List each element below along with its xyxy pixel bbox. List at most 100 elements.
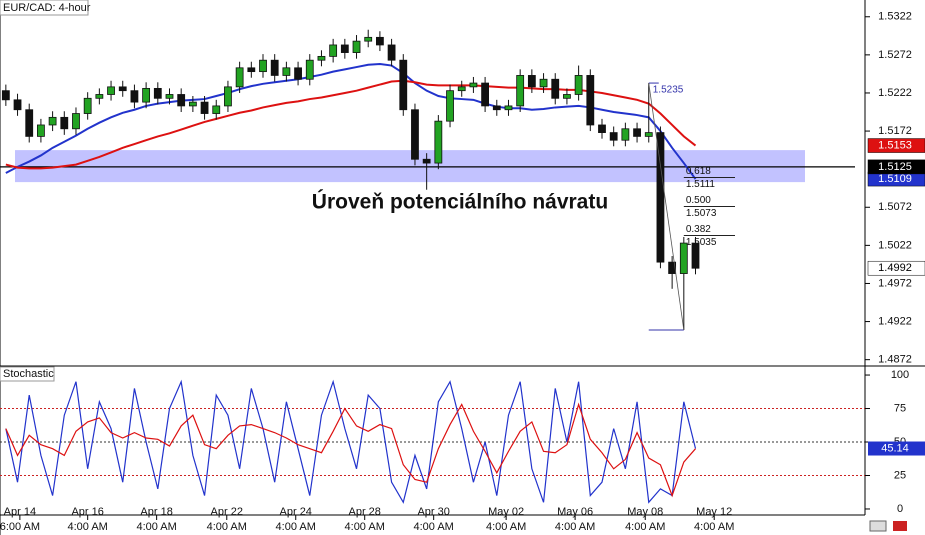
candle-body	[72, 113, 80, 130]
candle-body	[130, 90, 139, 103]
title-box	[0, 0, 89, 16]
x-tick-label: Apr 24	[280, 506, 312, 518]
y-tick-label: 1.5072	[878, 201, 912, 213]
y-tick-label: 0	[897, 503, 903, 515]
stochastic-line	[5, 402, 696, 498]
y-tick-label: 1.5022	[878, 239, 912, 251]
candle-body	[516, 75, 525, 107]
candle-body	[399, 59, 408, 111]
y-tick-label: 1.4922	[878, 315, 912, 327]
y-tick-label: 1.5172	[878, 125, 912, 137]
candle-body	[13, 99, 22, 111]
candle-body	[481, 82, 490, 107]
x-tick-time: 4:00 AM	[345, 521, 385, 533]
candle-body	[153, 87, 162, 99]
x-tick-label: May 06	[557, 506, 593, 518]
chart-title: EUR/CAD: 4-hour	[3, 2, 91, 14]
candle-body	[644, 132, 653, 137]
x-tick-label: Apr 22	[211, 506, 243, 518]
scroll-icon[interactable]	[869, 520, 887, 532]
candle-body	[609, 132, 618, 141]
candle-body	[422, 158, 431, 164]
x-tick-time: 4:00 AM	[625, 521, 665, 533]
ma-price-label: 1.5153	[878, 139, 912, 151]
ma-price-label-box	[867, 138, 925, 153]
fib-ratio: 0.382	[686, 224, 711, 235]
candle-body	[539, 78, 548, 88]
candle-body	[679, 242, 688, 274]
candle-body	[1, 90, 10, 101]
candle-body	[469, 82, 478, 88]
candle-body	[504, 105, 513, 111]
candle-body	[188, 101, 197, 107]
candle-body	[212, 105, 221, 114]
candle-body	[586, 75, 595, 126]
candle-body	[118, 86, 127, 92]
current-value-label: 45.14	[881, 442, 909, 454]
candle-body	[574, 75, 583, 95]
candle-body	[60, 116, 69, 130]
candle-body	[270, 59, 279, 76]
stoch-title: Stochastic	[3, 368, 54, 380]
x-tick-label: May 02	[488, 506, 524, 518]
candle-body	[177, 94, 186, 107]
stoch-title-box	[0, 366, 55, 382]
fib-price: 1.5111	[686, 179, 716, 190]
hline-price-label-box	[867, 159, 925, 175]
fib-ratio: 0.618	[686, 166, 711, 177]
candle-body	[387, 44, 396, 61]
candle-body	[352, 40, 361, 53]
x-tick-time: 4:00 AM	[136, 521, 176, 533]
x-tick-label: May 12	[696, 506, 732, 518]
candle-body	[434, 120, 443, 164]
candle-body	[247, 67, 256, 73]
candle-body	[282, 67, 291, 76]
candle-body	[492, 105, 501, 111]
candle-body	[621, 128, 630, 141]
y-tick-label: 1.5322	[878, 11, 912, 23]
fib-price: 1.5035	[686, 237, 717, 248]
candle-body	[259, 59, 267, 73]
x-tick-time: 4:00 AM	[276, 521, 316, 533]
close-icon[interactable]	[893, 521, 907, 531]
candle-body	[294, 67, 302, 80]
candle-body	[317, 55, 326, 61]
x-tick-time: 4:00 AM	[694, 521, 734, 533]
candle-body	[411, 109, 419, 160]
y-tick-label: 100	[891, 369, 909, 381]
candle-body	[107, 86, 115, 95]
candle-body	[691, 242, 700, 269]
x-tick-time: 4:00 AM	[555, 521, 595, 533]
candle-body	[457, 86, 466, 92]
candle-body	[527, 75, 536, 88]
candle-body	[165, 94, 174, 99]
y-tick-label: 1.5272	[878, 49, 912, 61]
candle-body	[329, 44, 338, 57]
candle-body	[340, 44, 349, 53]
candle-body	[25, 109, 34, 137]
candle-body	[633, 128, 641, 137]
x-tick-time: 4:00 AM	[486, 521, 526, 533]
stochastic-line	[5, 379, 697, 504]
y-tick-label: 25	[894, 469, 906, 481]
x-tick-time: 6:00 AM	[0, 521, 40, 533]
zone	[15, 150, 805, 183]
fib-ratio: 0.500	[686, 195, 711, 206]
x-tick-time: 4:00 AM	[413, 521, 453, 533]
x-tick-label: Apr 14	[4, 506, 36, 518]
candle-body	[563, 94, 571, 99]
candle-body	[364, 36, 373, 42]
candle-body	[305, 59, 314, 80]
candle-body	[224, 86, 232, 107]
x-tick-label: Apr 28	[348, 506, 380, 518]
y-tick-label: 1.4972	[878, 277, 912, 289]
candle-body	[668, 261, 677, 274]
x-tick-time: 4:00 AM	[67, 521, 107, 533]
x-tick-label: Apr 18	[140, 506, 172, 518]
annotation: Úroveň potenciálního návratu	[312, 190, 608, 214]
x-tick-label: Apr 30	[417, 506, 449, 518]
plot-layer: 1.4872 1.4922 1.4972 1.5022 1.5072 1.5172 1.52…	[0, 11, 925, 533]
candle-body	[142, 87, 151, 103]
candle-body	[446, 90, 454, 122]
candle-body	[656, 132, 665, 263]
